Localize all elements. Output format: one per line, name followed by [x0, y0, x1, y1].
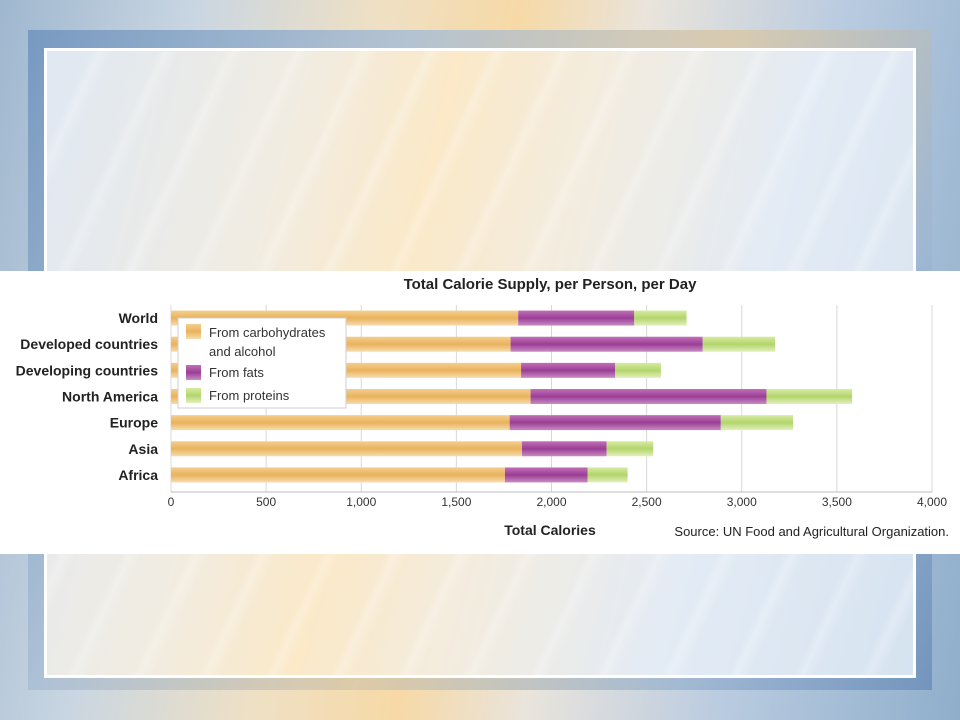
bar-segment [606, 441, 654, 457]
bar-segment [504, 467, 588, 483]
bar-segment [530, 389, 767, 404]
legend-label: From carbohydrates [209, 325, 326, 340]
legend-label: and alcohol [209, 344, 276, 359]
bar-segment [634, 310, 687, 326]
x-tick-label: 2,000 [536, 495, 566, 509]
x-tick-label: 2,500 [632, 495, 662, 509]
category-label: Europe [110, 415, 158, 431]
x-tick-label: 3,000 [727, 495, 757, 509]
bar-segment [522, 441, 607, 457]
bar-segment [720, 415, 794, 431]
x-tick-label: 1,500 [441, 495, 471, 509]
x-tick-label: 0 [168, 495, 175, 509]
category-label: Africa [118, 467, 158, 483]
bar-segment [587, 467, 628, 483]
x-axis-label: Total Calories [504, 522, 596, 538]
bar-segment [518, 310, 635, 326]
category-label: North America [62, 389, 158, 405]
x-tick-label: 500 [256, 495, 276, 509]
legend-box [177, 317, 347, 409]
x-tick-label: 1,000 [346, 495, 376, 509]
legend-swatch [186, 388, 201, 403]
bar-segment [510, 336, 703, 352]
source-note: Source: UN Food and Agricultural Organiz… [674, 524, 949, 539]
x-tick-label: 3,500 [822, 495, 852, 509]
category-label: World [119, 310, 158, 326]
legend-label: From fats [209, 365, 264, 380]
bar-segment [521, 362, 616, 378]
category-label: Developing countries [16, 362, 159, 378]
chart-panel: Total Calorie Supply, per Person, per Da… [0, 271, 960, 554]
category-label: Asia [128, 441, 158, 457]
bar-segment [766, 389, 853, 404]
bar-segment [171, 441, 523, 457]
stacked-bar-chart: Total Calorie Supply, per Person, per Da… [16, 276, 949, 539]
legend: From carbohydrates and alcohol From fats Fr… [177, 317, 347, 409]
legend-label: From proteins [209, 388, 290, 403]
x-tick-label: 4,000 [917, 495, 947, 509]
bar-segment [702, 336, 776, 352]
chart-title: Total Calorie Supply, per Person, per Da… [404, 276, 698, 293]
bar-segment [509, 415, 721, 431]
category-label: Developed countries [20, 336, 158, 352]
bar-segment [171, 415, 510, 431]
bar-segment [171, 467, 505, 483]
legend-swatch [186, 324, 201, 339]
legend-swatch [186, 365, 201, 380]
bar-segment [615, 362, 661, 378]
